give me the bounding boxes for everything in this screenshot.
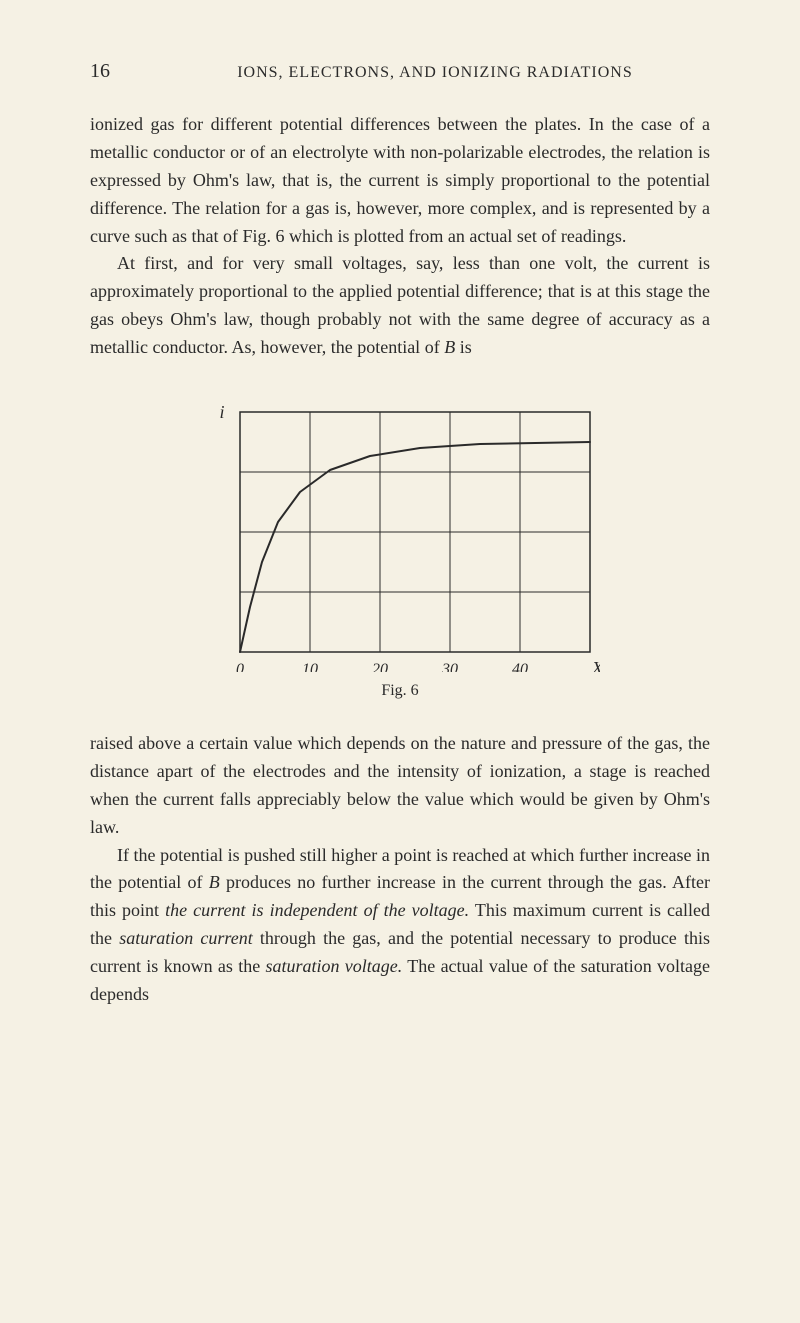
svg-text:X: X [591, 658, 600, 672]
p2-text-c: is [455, 337, 472, 357]
p2-text-a: At first, and for very small voltages, s… [90, 253, 710, 357]
paragraph-1: ionized gas for different potential diff… [90, 111, 710, 250]
page-number: 16 [90, 60, 110, 83]
paragraph-4: If the potential is pushed still higher … [90, 842, 710, 1009]
body-text-top: ionized gas for different potential diff… [90, 111, 710, 362]
p4-d: the current is independent of the voltag… [165, 900, 469, 920]
p4-b: B [209, 872, 220, 892]
figure-6-chart: i 0 10 20 30 40 X [200, 392, 600, 672]
p4-f: saturation current [119, 928, 253, 948]
paragraph-2: At first, and for very small voltages, s… [90, 250, 710, 362]
svg-text:40: 40 [512, 661, 528, 672]
svg-text:10: 10 [302, 661, 318, 672]
svg-text:20: 20 [372, 661, 388, 672]
running-title: IONS, ELECTRONS, AND IONIZING RADIATIONS [160, 64, 710, 82]
figure-6: i 0 10 20 30 40 X Fig. 6 [90, 392, 710, 700]
svg-text:30: 30 [441, 661, 458, 672]
svg-text:i: i [219, 402, 224, 422]
paragraph-3: raised above a certain value which depen… [90, 730, 710, 842]
p2-var-b: B [444, 337, 455, 357]
p4-h: saturation voltage. [265, 956, 402, 976]
page-header: 16 IONS, ELECTRONS, AND IONIZING RADIATI… [90, 60, 710, 83]
figure-6-caption: Fig. 6 [90, 682, 710, 700]
body-text-bottom: raised above a certain value which depen… [90, 730, 710, 1009]
svg-text:0: 0 [236, 661, 244, 672]
